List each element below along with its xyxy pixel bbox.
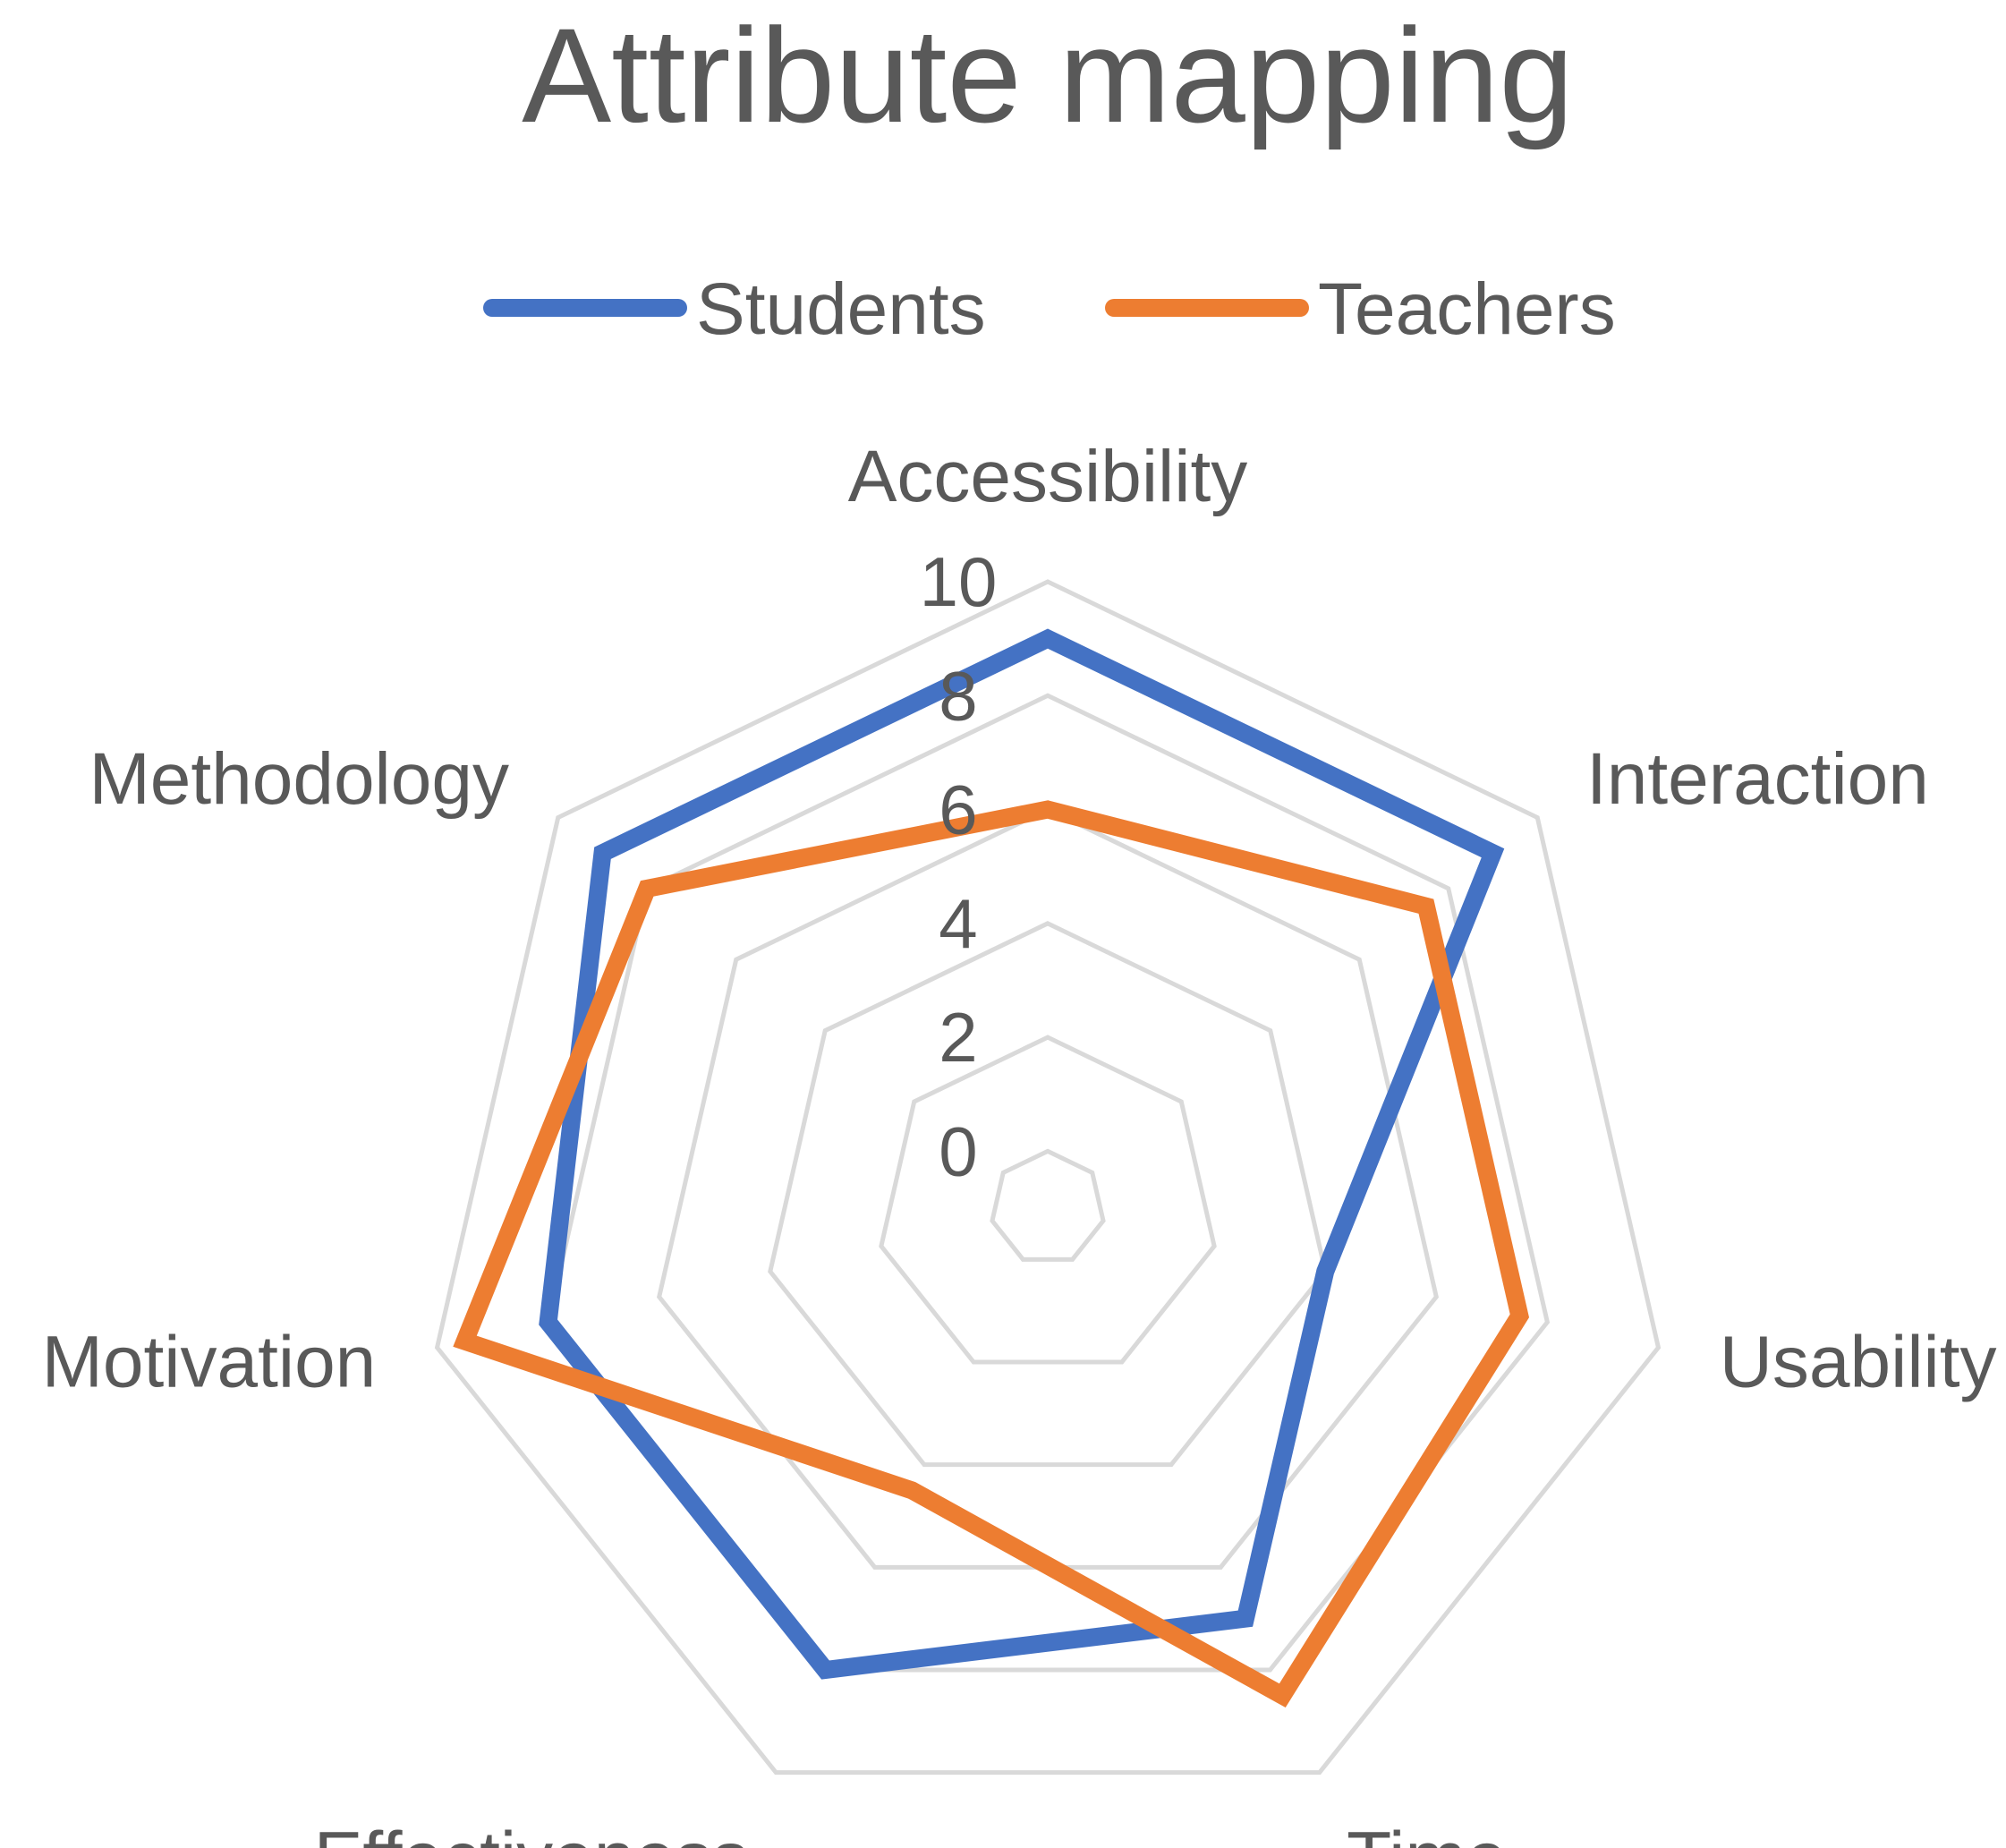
axis-label-motivation: Motivation [42, 1321, 377, 1402]
grid-ring-0 [990, 1148, 1106, 1262]
tick-label-10: 10 [920, 542, 998, 621]
radar-grid [434, 579, 1662, 1776]
series-line-students [539, 628, 1505, 1680]
grid-ring-4 [768, 921, 1328, 1468]
axis-label-time: Time [1347, 1818, 1507, 1848]
grid-ring-10 [434, 579, 1662, 1776]
axis-label-accessibility: Accessibility [848, 436, 1248, 517]
legend: Students Teachers [483, 268, 1616, 350]
axis-label-usability: Usability [1720, 1321, 1997, 1402]
axis-label-methodology: Methodology [89, 738, 509, 820]
chart-title: Attribute mapping [522, 0, 1574, 150]
axis-label-effectiveness: Effectiveness [314, 1818, 749, 1848]
grid-ring-8 [545, 693, 1551, 1673]
tick-label-4: 4 [939, 884, 977, 963]
radar-tick-labels: 0 2 4 6 8 10 [920, 542, 998, 1190]
series-line-teachers [453, 800, 1530, 1708]
tick-label-2: 2 [939, 998, 977, 1077]
grid-ring-2 [879, 1035, 1217, 1365]
legend-label-teachers: Teachers [1318, 268, 1616, 350]
tick-label-8: 8 [939, 656, 977, 735]
legend-label-students: Students [696, 268, 986, 350]
axis-label-interaction: Interaction [1586, 738, 1929, 820]
radar-axis-labels: Accessibility Interaction Usability Time Eff… [42, 436, 1997, 1848]
tick-label-6: 6 [939, 771, 977, 849]
tick-label-0: 0 [939, 1111, 977, 1190]
radar-series [453, 628, 1530, 1708]
